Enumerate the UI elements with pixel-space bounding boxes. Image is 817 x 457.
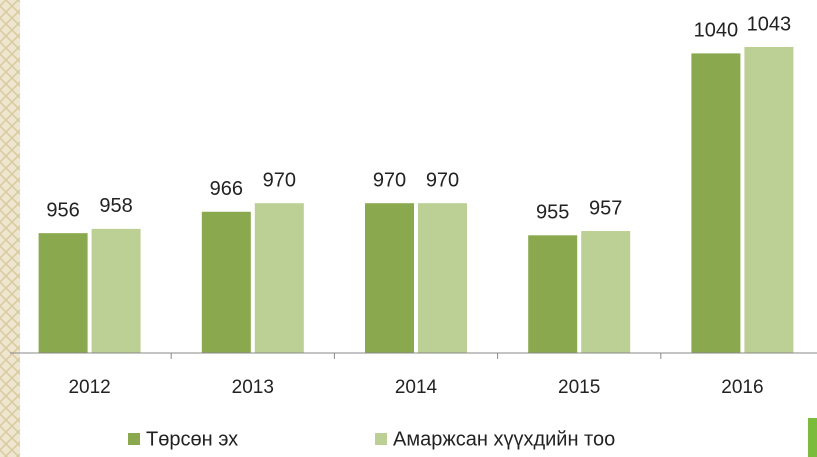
bar — [744, 46, 794, 353]
value-label: 970 — [263, 169, 296, 191]
value-label: 958 — [99, 195, 132, 217]
bar — [691, 53, 741, 354]
value-label: 1043 — [747, 13, 792, 35]
x-tick-label: 2016 — [721, 377, 763, 398]
x-tick-label: 2014 — [395, 377, 438, 398]
value-label: 966 — [210, 178, 243, 200]
decorative-block — [808, 418, 817, 457]
bar — [365, 203, 414, 353]
value-label: 955 — [536, 202, 569, 224]
value-label: 970 — [373, 169, 406, 191]
value-label: 1040 — [694, 20, 739, 42]
bar — [38, 233, 88, 353]
legend-swatch — [375, 433, 387, 445]
legend-label: Төрсөн эх — [146, 428, 238, 450]
x-tick-label: 2013 — [232, 377, 274, 398]
bar — [418, 203, 467, 353]
bar — [254, 203, 304, 353]
bar — [581, 231, 631, 353]
x-tick-label: 2015 — [558, 377, 600, 398]
value-label: 970 — [426, 169, 459, 191]
decorative-border — [0, 0, 20, 457]
legend-label: Амаржсан хүүхдийн тоо — [393, 428, 615, 450]
value-label: 956 — [46, 199, 79, 221]
bar — [201, 211, 251, 353]
bar — [528, 235, 578, 353]
value-label: 957 — [589, 197, 622, 219]
bar — [91, 228, 141, 353]
x-tick-label: 2012 — [68, 377, 110, 398]
legend-swatch — [128, 433, 140, 445]
